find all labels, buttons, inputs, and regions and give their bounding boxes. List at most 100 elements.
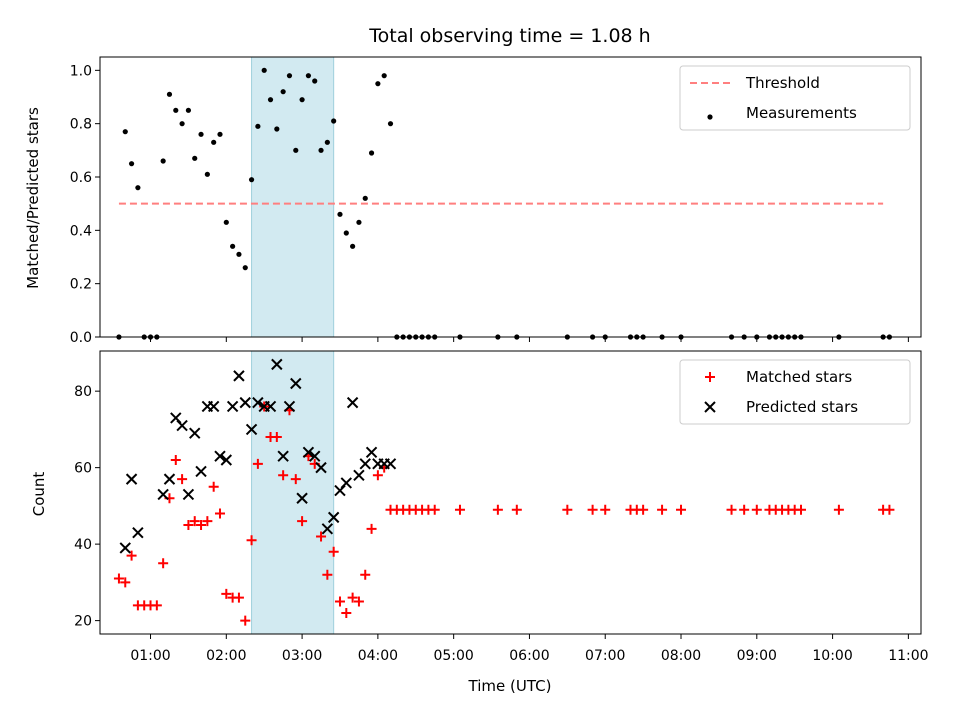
matched-star-point [353,596,364,607]
predicted-star-point [309,450,321,462]
x-tick-label: 01:00 [130,648,170,664]
x-tick-label: 08:00 [661,648,701,664]
matched-star-point [587,504,598,515]
legend-entry-label: Predicted stars [746,398,858,416]
matched-star-point [429,504,440,515]
measurement-point [242,265,248,271]
predicted-star-point [207,400,220,413]
measurement-point [185,107,192,113]
predicted-star-point [214,450,226,462]
matched-star-point [113,573,124,584]
legend: Matched stars Predicted stars [679,359,911,425]
legend-entry-label: Matched stars [746,368,852,386]
matched-star-point [884,504,895,515]
predicted-star-point [365,446,378,459]
measurement-point [362,195,368,201]
x-tick-label: 06:00 [509,648,549,664]
legend-measurement-swatch [707,114,713,120]
matched-star-point [360,569,371,580]
predicted-star-point [119,542,131,554]
matched-star-point [322,569,333,580]
measurement-point [211,139,217,145]
matched-star-point [120,577,131,588]
predicted-star-point [157,488,169,501]
predicted-star-point [220,454,233,466]
x-tick-label: 05:00 [433,648,473,664]
legend-matched-swatch [705,372,715,382]
matched-star-point [177,474,188,485]
measurement-point [293,147,299,153]
x-tick-label: 11:00 [888,648,928,664]
y-tick-label: 20 [74,614,92,630]
chart-title: Total observing time = 1.08 h [368,25,650,47]
y-axis-label-ratio: Matched/Predicted stars [24,107,42,289]
predicted-star-point [245,423,258,436]
matched-star-point [170,454,181,465]
matched-star-point [726,504,737,515]
matched-star-point [334,596,345,607]
matched-star-point [676,504,687,515]
predicted-star-point [315,461,327,474]
legend: Threshold Measurements [679,65,911,131]
plot-frame [99,350,922,635]
predicted-star-point [189,427,201,439]
matched-star-point [221,588,232,599]
y-tick-label: 80 [74,384,92,400]
ratio-panel: 0.0 0.2 0.4 0.6 0.8 1.0 Threshold Measurements [70,56,922,346]
predicted-star-point [226,400,239,413]
measurement-point [387,121,394,127]
measurement-point [255,123,261,129]
measurement-point [135,185,141,191]
measurement-point [192,155,198,161]
predicted-star-point [359,458,371,470]
measurement-point [286,73,293,79]
matched-stars-series [113,401,895,626]
y-tick-label: 1.0 [70,63,92,79]
measurement-point [280,89,286,95]
x-axis-label: Time (UTC) [468,677,552,695]
x-tick-label: 03:00 [282,648,322,664]
matched-star-point [196,520,207,531]
measurement-point [261,67,267,73]
matched-star-point [246,535,257,546]
matched-star-point [600,504,611,515]
measurement-point [368,150,375,156]
matched-star-point [271,432,282,443]
measurement-point [350,243,356,249]
predicted-star-point [302,446,315,459]
measurement-point [198,131,204,137]
y-axis-label-count: Count [30,472,48,517]
measurement-point [324,139,330,145]
y-tick-label: 0.0 [70,330,92,346]
measurement-point [267,97,274,103]
matched-star-point [739,504,750,515]
measurements-series [116,67,893,340]
measurement-point [305,73,312,79]
predicted-star-point [384,458,397,470]
matched-star-point [290,474,301,485]
matched-star-point [240,615,251,626]
measurement-point [173,107,179,113]
measurement-point [160,158,166,164]
measurement-point [122,129,128,135]
predicted-stars-series [119,358,397,554]
predicted-star-point [163,473,176,485]
matched-star-point [151,600,162,611]
x-tick-label: 02:00 [206,648,246,664]
predicted-star-point [353,469,365,481]
measurement-point [343,230,349,236]
predicted-star-point [290,377,302,390]
measurement-point [128,161,135,167]
matched-star-point [189,516,200,527]
matched-star-point [511,504,522,515]
predicted-star-point [252,396,264,409]
predicted-star-point [239,396,251,409]
matched-star-point [347,592,358,603]
matched-star-point [252,458,263,469]
measurement-point [331,118,337,124]
y-tick-label: 60 [74,461,92,477]
measurement-point [217,131,223,137]
legend-entry-label: Threshold [745,74,820,92]
predicted-star-point [195,465,207,478]
predicted-star-point [321,523,334,535]
